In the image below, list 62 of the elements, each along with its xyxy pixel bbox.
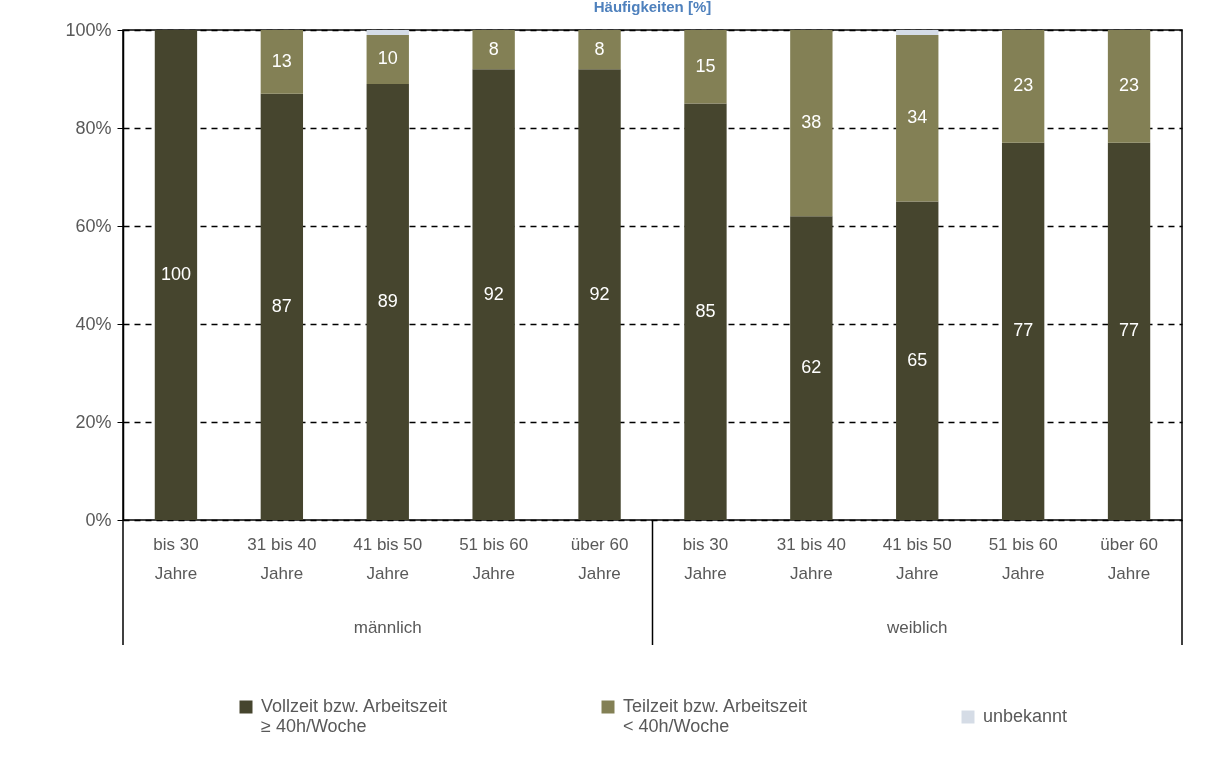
data-label: 15 (695, 55, 716, 76)
bar (578, 30, 621, 70)
x-tick-label: über 60 Jahre (1100, 534, 1158, 583)
bar (366, 30, 409, 35)
chart-title: Häufigkeiten [%] (593, 0, 712, 15)
x-tick-label: 51 bis 60 Jahre (988, 534, 1058, 583)
bar (260, 93, 304, 520)
bar (260, 30, 304, 94)
x-tick-label: 41 bis 50 Jahre (882, 534, 952, 583)
data-label: 89 (377, 290, 398, 311)
bar (684, 103, 727, 520)
bar (896, 201, 939, 520)
bar (154, 30, 198, 520)
data-label: 85 (695, 300, 716, 321)
y-tick-label: 80% (75, 117, 112, 138)
legend-label: unbekannt (983, 706, 1068, 726)
data-label: 8 (594, 38, 605, 59)
bar (366, 83, 409, 520)
x-tick-label: 31 bis 40 Jahre (776, 534, 846, 583)
bar (1001, 30, 1045, 143)
bar (1001, 142, 1045, 520)
y-tick-label: 20% (75, 411, 112, 432)
y-tick-label: 40% (75, 313, 112, 334)
bar (366, 34, 409, 84)
x-tick-label: 31 bis 40 Jahre (247, 534, 317, 583)
bar (896, 34, 939, 202)
x-tick-label: bis 30 Jahre (153, 534, 199, 583)
text: weiblich (886, 618, 948, 637)
bar (1107, 30, 1151, 143)
data-label: 100 (160, 264, 191, 284)
y-tick-label: 60% (75, 215, 112, 236)
data-label: 77 (1119, 320, 1140, 341)
bar (790, 216, 833, 520)
legend-label: Vollzeit bzw. Arbeitszeit ≥ 40h/Woche (261, 696, 448, 736)
bar (896, 30, 939, 35)
y-tick-label: 100% (65, 19, 112, 40)
bar (790, 30, 833, 217)
text: männlich (353, 618, 422, 637)
legend-label: Teilzeit bzw. Arbeitszeit < 40h/Woche (623, 696, 808, 736)
data-label: 8 (488, 38, 499, 59)
data-label: 13 (271, 50, 292, 71)
x-tick-label: 41 bis 50 Jahre (353, 534, 423, 583)
x-tick-label: über 60 Jahre (570, 534, 629, 583)
data-label: 23 (1013, 75, 1034, 96)
data-label: 77 (1013, 320, 1034, 341)
data-label: 10 (377, 48, 398, 69)
x-tick-label: bis 30 Jahre (682, 534, 729, 583)
data-label: 92 (483, 283, 504, 304)
data-label: 23 (1119, 75, 1140, 96)
bar (1107, 142, 1151, 520)
bar (578, 69, 621, 520)
bar (684, 30, 727, 104)
data-label: 92 (589, 283, 610, 304)
bar (472, 69, 515, 520)
bar (472, 30, 515, 70)
data-label: 38 (801, 112, 822, 133)
data-label: 34 (907, 107, 928, 128)
y-tick-label: 0% (85, 509, 112, 530)
data-label: 87 (271, 295, 292, 316)
data-label: 65 (907, 349, 928, 370)
data-label: 62 (801, 357, 822, 378)
x-tick-label: 51 bis 60 Jahre (459, 534, 529, 583)
